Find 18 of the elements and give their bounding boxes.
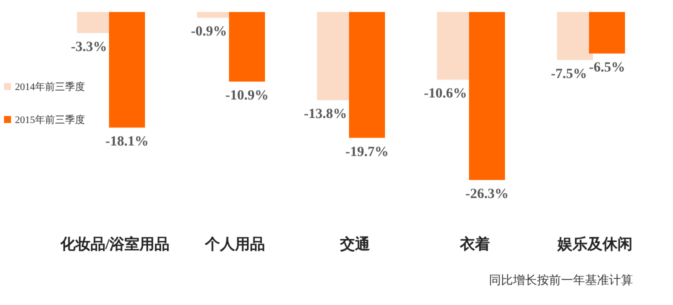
x-tick-label: 化妆品/浴室用品 (59, 236, 171, 255)
legend-label: 2015年前三季度 (15, 114, 85, 126)
data-label: -19.7% (345, 144, 389, 160)
data-label: -18.1% (105, 134, 149, 150)
data-label: -0.9% (190, 24, 227, 40)
data-label: -7.5% (550, 66, 587, 82)
data-label: -6.5% (588, 60, 626, 76)
x-tick-label: 交通 (339, 236, 371, 255)
data-label: -10.6% (424, 86, 467, 102)
x-tick-label: 衣着 (458, 236, 491, 255)
data-label: -26.3% (465, 187, 509, 202)
x-tick-label: 个人用品 (204, 236, 266, 255)
data-label: -3.3% (70, 40, 107, 56)
data-label: -10.9% (225, 88, 269, 104)
x-tick-label: 娱乐及休闲 (556, 236, 634, 255)
data-label: -13.8% (304, 107, 347, 122)
legend-label: 2014年前三季度 (15, 81, 85, 93)
text: 同比增长按前一年基准计算 (489, 272, 633, 289)
